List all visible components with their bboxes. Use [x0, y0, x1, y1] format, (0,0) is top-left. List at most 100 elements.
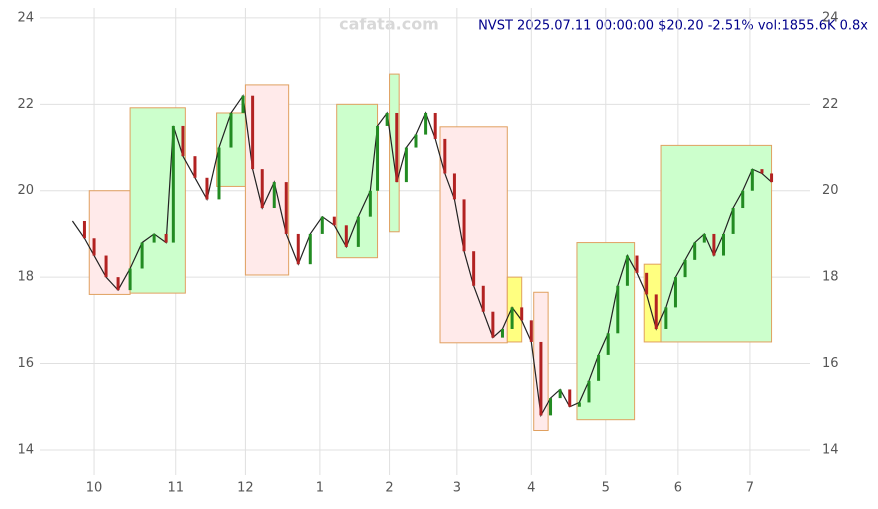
- candle: [116, 277, 120, 291]
- candle: [645, 272, 649, 295]
- candle: [712, 233, 716, 256]
- price-box: [660, 144, 773, 343]
- candle: [272, 182, 276, 209]
- candle: [510, 307, 514, 329]
- candle: [260, 169, 264, 209]
- candle: [395, 112, 399, 183]
- candle: [693, 242, 697, 260]
- candle: [92, 238, 96, 256]
- y-tick-label: 22: [17, 97, 34, 112]
- candle: [104, 255, 108, 278]
- candle: [152, 233, 156, 243]
- candle: [558, 389, 562, 399]
- candle: [296, 233, 300, 265]
- candle: [376, 125, 380, 191]
- candle: [164, 233, 168, 243]
- x-tick-label: 10: [86, 481, 103, 496]
- candle: [750, 169, 754, 191]
- candle: [520, 307, 524, 321]
- candle: [577, 402, 581, 407]
- candle: [320, 216, 324, 234]
- x-tick-label: 12: [237, 481, 254, 496]
- candle: [673, 277, 677, 308]
- x-tick-label: 5: [602, 481, 610, 496]
- candle: [385, 112, 389, 126]
- candle: [741, 190, 745, 209]
- candle: [654, 294, 658, 329]
- candle: [443, 138, 447, 174]
- x-tick-label: 4: [527, 481, 535, 496]
- price-box: [439, 126, 508, 344]
- y-tick-label-right: 14: [822, 442, 839, 457]
- candle: [635, 255, 639, 273]
- y-tick-label-right: 20: [822, 183, 839, 198]
- candle: [491, 311, 495, 338]
- price-box: [389, 73, 400, 233]
- candle: [462, 199, 466, 252]
- candle: [616, 285, 620, 334]
- candle: [140, 242, 144, 269]
- candle: [241, 95, 245, 113]
- candle: [664, 307, 668, 329]
- candle: [128, 268, 132, 291]
- candle: [606, 333, 610, 355]
- candle: [344, 225, 348, 247]
- candle: [452, 173, 456, 200]
- x-tick-label: 11: [167, 481, 184, 496]
- candle: [500, 328, 504, 338]
- x-tick-label: 7: [746, 481, 754, 496]
- candle: [205, 177, 209, 200]
- candle: [332, 216, 336, 226]
- chart-title: NVST 2025.07.11 00:00:00 $20.20 -2.51% v…: [478, 19, 868, 34]
- candle: [481, 285, 485, 312]
- candle: [251, 95, 255, 170]
- candle: [683, 259, 687, 278]
- candle: [193, 156, 197, 178]
- y-tick-label: 16: [17, 356, 34, 371]
- candle: [82, 220, 86, 239]
- candle: [308, 233, 312, 265]
- candle: [171, 125, 175, 243]
- price-box: [88, 190, 131, 295]
- candle: [404, 147, 408, 183]
- price-box: [576, 242, 636, 421]
- candle: [587, 380, 591, 403]
- candle: [424, 112, 428, 135]
- candle: [702, 233, 706, 243]
- candle: [368, 190, 372, 217]
- price-box: [129, 107, 186, 294]
- candle: [722, 233, 726, 256]
- x-tick-label: 3: [453, 481, 461, 496]
- candle: [356, 216, 360, 247]
- candle: [731, 208, 735, 234]
- candle: [539, 341, 543, 416]
- y-tick-label: 24: [17, 10, 34, 25]
- y-tick-label: 18: [17, 270, 34, 285]
- y-tick-label-right: 16: [822, 356, 839, 371]
- candle: [433, 112, 437, 139]
- candle: [229, 112, 233, 148]
- x-tick-label: 1: [316, 481, 324, 496]
- candle: [472, 251, 476, 286]
- candle: [284, 182, 288, 234]
- candle: [181, 125, 185, 157]
- x-tick-label: 2: [385, 481, 393, 496]
- candle: [770, 173, 774, 183]
- candle: [597, 354, 601, 381]
- candle: [760, 169, 764, 174]
- candle: [414, 134, 418, 148]
- candle: [217, 147, 221, 200]
- y-tick-label: 20: [17, 183, 34, 198]
- y-tick-label-right: 22: [822, 97, 839, 112]
- y-tick-label-right: 24: [822, 10, 839, 25]
- y-tick-label-right: 18: [822, 270, 839, 285]
- x-tick-label: 6: [674, 481, 682, 496]
- watermark: cafata.com: [339, 15, 439, 34]
- price-box: [506, 276, 523, 343]
- y-tick-label: 14: [17, 442, 34, 457]
- candle: [529, 320, 533, 342]
- candle: [549, 398, 553, 416]
- candle: [568, 389, 572, 407]
- candle: [625, 255, 629, 286]
